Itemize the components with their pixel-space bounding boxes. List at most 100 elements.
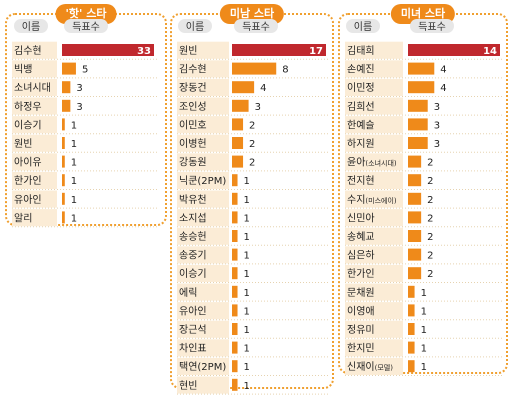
bar bbox=[408, 323, 415, 335]
data-label: 2 bbox=[249, 139, 255, 150]
bar bbox=[232, 211, 238, 224]
name-cell bbox=[345, 116, 403, 134]
data-label: 3 bbox=[76, 102, 82, 113]
name-header: 이름 bbox=[186, 21, 204, 33]
bar bbox=[232, 304, 238, 317]
category-label: 하정우 bbox=[14, 100, 42, 113]
data-label: 3 bbox=[76, 83, 82, 94]
category-label: 유아인 bbox=[14, 194, 42, 206]
name-cell bbox=[345, 190, 403, 208]
bar bbox=[232, 99, 249, 112]
bar bbox=[408, 267, 422, 280]
bar bbox=[408, 81, 435, 94]
bar bbox=[408, 118, 428, 131]
data-label: 1 bbox=[244, 269, 250, 280]
bar bbox=[62, 99, 71, 112]
data-label: 1 bbox=[421, 325, 427, 336]
name-cell bbox=[12, 97, 57, 115]
data-label: 1 bbox=[71, 195, 77, 206]
bar bbox=[232, 137, 244, 149]
data-label: 1 bbox=[244, 288, 250, 299]
category-label: 손예진 bbox=[347, 64, 375, 76]
bar bbox=[408, 44, 500, 56]
name-cell bbox=[345, 246, 403, 264]
category-label: 유아인 bbox=[179, 305, 207, 317]
name-cell bbox=[345, 153, 403, 171]
name-header: 이름 bbox=[22, 21, 40, 33]
name-cell bbox=[12, 134, 57, 152]
data-label: 1 bbox=[244, 362, 250, 373]
bar bbox=[62, 211, 65, 224]
data-label: 4 bbox=[440, 65, 446, 76]
category-label: 김희선 bbox=[347, 101, 375, 113]
data-label: 1 bbox=[71, 139, 77, 150]
data-label: 2 bbox=[427, 213, 433, 224]
name-cell bbox=[177, 339, 229, 357]
data-label: 1 bbox=[71, 213, 77, 224]
name-cell bbox=[345, 227, 403, 245]
data-label: 1 bbox=[244, 213, 250, 224]
name-cell bbox=[12, 190, 57, 208]
bar bbox=[408, 285, 415, 298]
name-cell bbox=[345, 209, 403, 227]
data-label: 1 bbox=[244, 195, 250, 206]
data-label: 1 bbox=[244, 232, 250, 243]
category-label: 닉쿤(2PM) bbox=[179, 175, 226, 187]
name-cell bbox=[345, 357, 403, 375]
category-label: 조인성 bbox=[179, 101, 207, 113]
name-header-pill bbox=[178, 19, 212, 33]
name-cell bbox=[12, 171, 57, 189]
bar bbox=[408, 99, 428, 112]
data-label: 3 bbox=[434, 139, 440, 150]
category-label: 소녀시대 bbox=[14, 82, 51, 94]
name-cell bbox=[177, 41, 229, 59]
bar bbox=[232, 248, 238, 261]
category-label: 원빈 bbox=[179, 45, 197, 57]
category-label: 이민정 bbox=[347, 82, 375, 94]
category-label: 송혜교 bbox=[347, 231, 375, 243]
bar bbox=[232, 155, 244, 168]
value-header: 득표수 bbox=[72, 21, 100, 33]
name-header: 이름 bbox=[354, 21, 372, 33]
name-cell bbox=[12, 153, 57, 171]
name-cell bbox=[177, 116, 229, 134]
category-label: 수지(미스에이) bbox=[347, 194, 397, 206]
category-label: 박유천 bbox=[179, 194, 207, 206]
category-label: 김수현 bbox=[14, 45, 42, 57]
data-label: 4 bbox=[440, 83, 446, 94]
category-label: 이승기 bbox=[179, 268, 207, 280]
category-label: 송승헌 bbox=[179, 231, 207, 243]
value-header-pill bbox=[64, 19, 108, 33]
bar bbox=[232, 323, 238, 335]
name-cell bbox=[177, 60, 229, 78]
data-label: 8 bbox=[282, 65, 288, 76]
category-label: 한예슬 bbox=[347, 119, 375, 131]
name-header-pill bbox=[346, 19, 380, 33]
name-cell bbox=[177, 190, 229, 208]
data-label: 1 bbox=[244, 381, 250, 392]
data-label: 3 bbox=[255, 102, 261, 113]
data-label: 1 bbox=[244, 344, 250, 355]
data-label: 3 bbox=[434, 120, 440, 131]
category-label: 에릭 bbox=[179, 287, 197, 299]
category-label: 문채원 bbox=[347, 287, 375, 299]
category-label: 김수현 bbox=[179, 64, 207, 76]
bar bbox=[408, 248, 422, 261]
category-label: 신재이(모델) bbox=[347, 361, 393, 373]
name-cell bbox=[177, 302, 229, 320]
category-label: 장동건 bbox=[179, 82, 207, 94]
name-cell bbox=[345, 41, 403, 59]
name-cell bbox=[177, 376, 229, 394]
category-label: 빅뱅 bbox=[14, 64, 32, 76]
category-label: 소지섭 bbox=[179, 212, 207, 224]
hot-star-title: '핫' 스타 bbox=[55, 4, 117, 24]
category-label: 아이유 bbox=[14, 157, 42, 169]
value-header: 득표수 bbox=[418, 21, 446, 33]
bar bbox=[232, 267, 238, 280]
name-cell bbox=[345, 283, 403, 301]
data-label: 1 bbox=[244, 176, 250, 187]
name-cell bbox=[12, 116, 57, 134]
bar bbox=[62, 44, 154, 56]
data-label: 2 bbox=[427, 269, 433, 280]
category-label: 정유미 bbox=[347, 324, 375, 336]
